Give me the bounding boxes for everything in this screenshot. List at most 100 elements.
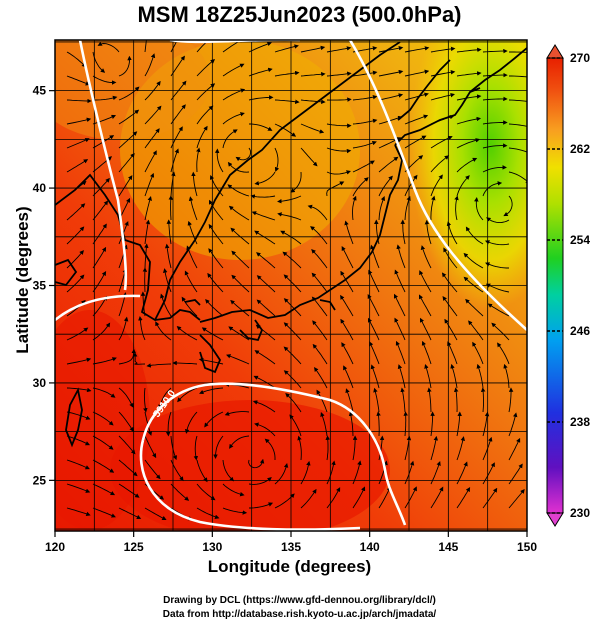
streamline xyxy=(508,147,527,153)
streamline xyxy=(472,341,484,365)
y-tick-label: 30 xyxy=(33,376,47,390)
streamline xyxy=(378,486,391,509)
colorbar-bottom-arrow xyxy=(546,512,564,527)
y-tick-label: 35 xyxy=(33,279,47,293)
streamline xyxy=(274,462,289,485)
streamline xyxy=(66,411,91,420)
streamline xyxy=(508,488,525,509)
streamline xyxy=(454,195,459,221)
x-tick-label: 135 xyxy=(281,540,301,554)
streamline xyxy=(367,317,380,341)
streamline xyxy=(508,123,527,127)
streamline xyxy=(274,44,299,53)
colorbar-top-arrow xyxy=(546,44,564,59)
streamline xyxy=(222,507,248,515)
streamline xyxy=(378,196,385,221)
streamline xyxy=(310,226,328,245)
streamline xyxy=(352,118,378,125)
streamline xyxy=(277,195,302,204)
streamline xyxy=(441,272,458,293)
streamline xyxy=(456,71,482,77)
streamline xyxy=(227,161,250,173)
x-axis-ticks: 120 125 130 135 140 145 150 xyxy=(45,531,537,554)
streamline xyxy=(456,47,482,53)
streamline xyxy=(404,174,418,197)
credit-data-source: Data from http://database.rish.kyoto-u.a… xyxy=(162,609,437,620)
streamline xyxy=(508,463,523,485)
streamline xyxy=(393,293,406,317)
streamline xyxy=(254,171,276,186)
streamline xyxy=(430,195,436,221)
temperature-field xyxy=(55,40,527,531)
streamline xyxy=(340,270,354,293)
streamline xyxy=(254,422,276,437)
streamline xyxy=(314,367,328,389)
colorbar-tick-label: 262 xyxy=(570,142,590,156)
streamline xyxy=(316,389,328,413)
streamline xyxy=(222,112,245,125)
streamline xyxy=(172,360,198,366)
streamline xyxy=(373,387,380,413)
streamline xyxy=(208,223,224,245)
streamline xyxy=(420,245,432,269)
colorbar-ticks: 270 262 254 246 238 230 xyxy=(547,51,590,520)
streamline xyxy=(297,435,302,461)
streamline xyxy=(160,293,172,317)
streamline xyxy=(132,352,146,365)
streamline xyxy=(468,320,484,341)
streamline xyxy=(456,94,482,101)
streamline xyxy=(282,251,302,269)
streamline xyxy=(352,70,378,77)
streamline xyxy=(118,152,135,173)
streamline xyxy=(283,298,302,317)
streamline xyxy=(404,135,427,149)
streamline xyxy=(222,63,245,77)
x-tick-label: 120 xyxy=(45,540,65,554)
streamline xyxy=(400,219,406,245)
streamline xyxy=(340,294,354,317)
streamline xyxy=(456,487,471,509)
streamline xyxy=(487,303,510,317)
streamline xyxy=(430,435,439,461)
streamline xyxy=(352,195,357,221)
streamline xyxy=(92,459,115,473)
streamline xyxy=(162,268,172,293)
streamline xyxy=(274,99,300,104)
streamline xyxy=(421,340,432,365)
streamline xyxy=(482,48,508,54)
streamline xyxy=(66,274,85,293)
streamline xyxy=(256,299,276,317)
streamline xyxy=(230,299,250,317)
streamline xyxy=(482,96,508,102)
streamline xyxy=(456,116,482,125)
streamline xyxy=(312,343,328,365)
colorbar: 270 262 254 246 238 230 xyxy=(546,44,590,527)
streamline xyxy=(378,69,404,77)
streamline xyxy=(283,370,302,389)
y-tick-label: 40 xyxy=(33,181,47,195)
streamline xyxy=(368,269,380,293)
streamline xyxy=(144,435,157,459)
streamline xyxy=(456,175,470,197)
streamline xyxy=(66,138,90,149)
streamline xyxy=(482,165,507,173)
streamline xyxy=(170,483,190,501)
streamline xyxy=(419,317,432,341)
streamline xyxy=(369,341,380,365)
streamline xyxy=(196,147,201,173)
streamline xyxy=(155,321,172,341)
streamline xyxy=(280,230,302,245)
streamline xyxy=(196,507,220,519)
streamline xyxy=(447,341,458,365)
streamline xyxy=(66,250,85,269)
streamline xyxy=(352,95,378,101)
streamline xyxy=(144,507,167,521)
streamline xyxy=(118,435,136,455)
streamline xyxy=(508,99,527,102)
streamline xyxy=(138,315,146,341)
streamline xyxy=(92,435,114,450)
streamline xyxy=(177,387,198,403)
streamline xyxy=(92,75,117,85)
streamline xyxy=(66,51,87,68)
streamline xyxy=(118,411,134,432)
